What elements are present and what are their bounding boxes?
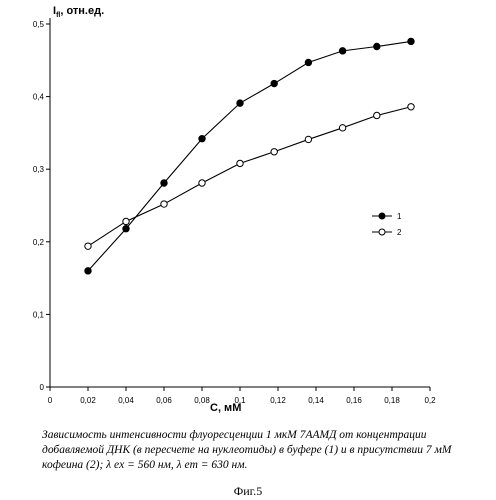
data-point-series-2	[374, 112, 380, 118]
figure-caption: Зависимость интенсивности флуоресценции …	[42, 428, 490, 473]
legend: 12	[372, 212, 402, 237]
y-tick-label: 0,2	[33, 238, 45, 247]
axes: 0 0,02 0,04 0,06 0,08 0,1 0,12 0,14 0,16 0,18 0,2 0…	[33, 18, 436, 405]
figure-label: Фиг.5	[0, 484, 496, 499]
y-axis-label-unit: , отн.ед.	[60, 5, 104, 17]
data-point-series-1	[374, 43, 380, 49]
y-axis-label: Ifl, отн.ед.	[53, 5, 104, 19]
x-tick-label: 0,2	[424, 396, 436, 405]
y-tick-label: 0,5	[33, 20, 45, 29]
series-layer	[85, 38, 414, 274]
data-point-series-1	[199, 136, 205, 142]
caption-line: кофеина (2); λ ex = 560 нм, λ em = 630 н…	[42, 458, 490, 473]
data-point-series-2	[123, 218, 129, 224]
caption-line: Зависимость интенсивности флуоресценции …	[42, 428, 490, 443]
data-point-series-1	[339, 48, 345, 54]
data-point-series-2	[271, 149, 277, 155]
data-point-series-2	[85, 243, 91, 249]
data-point-series-1	[237, 100, 243, 106]
x-tick-label: 0,04	[118, 396, 134, 405]
data-point-series-2	[237, 160, 243, 166]
legend-label: 2	[397, 228, 402, 237]
x-tick-label: 0,08	[194, 396, 210, 405]
data-point-series-2	[339, 125, 345, 131]
chart: 0 0,02 0,04 0,06 0,08 0,1 0,12 0,14 0,16 0,18 0,2 0…	[0, 0, 496, 425]
x-tick-label: 0,16	[346, 396, 362, 405]
data-point-series-1	[123, 226, 129, 232]
y-tick-label: 0	[40, 383, 45, 392]
legend-label: 1	[397, 212, 402, 221]
series-line-2	[88, 107, 411, 246]
x-axis-label: C, мM	[210, 402, 241, 414]
data-point-series-2	[199, 180, 205, 186]
data-point-series-2	[408, 104, 414, 110]
legend-marker	[379, 229, 385, 235]
x-tick-label: 0,02	[80, 396, 96, 405]
caption-line: добавляемой ДНК (в пересчете на нуклеоти…	[42, 443, 490, 458]
data-point-series-2	[161, 201, 167, 207]
y-tick-label: 0,3	[33, 165, 45, 174]
x-tick-label: 0,18	[384, 396, 400, 405]
data-point-series-1	[161, 180, 167, 186]
x-tick-label: 0	[48, 396, 53, 405]
x-tick-label: 0,14	[308, 396, 324, 405]
data-point-series-1	[408, 38, 414, 44]
data-point-series-1	[271, 80, 277, 86]
x-tick-label: 0,06	[156, 396, 172, 405]
data-point-series-1	[85, 268, 91, 274]
y-tick-label: 0,4	[33, 93, 45, 102]
data-point-series-1	[305, 59, 311, 65]
legend-marker	[379, 213, 385, 219]
data-point-series-2	[305, 136, 311, 142]
y-tick-label: 0,1	[33, 310, 45, 319]
x-tick-label: 0,12	[270, 396, 286, 405]
series-line-1	[88, 41, 411, 270]
